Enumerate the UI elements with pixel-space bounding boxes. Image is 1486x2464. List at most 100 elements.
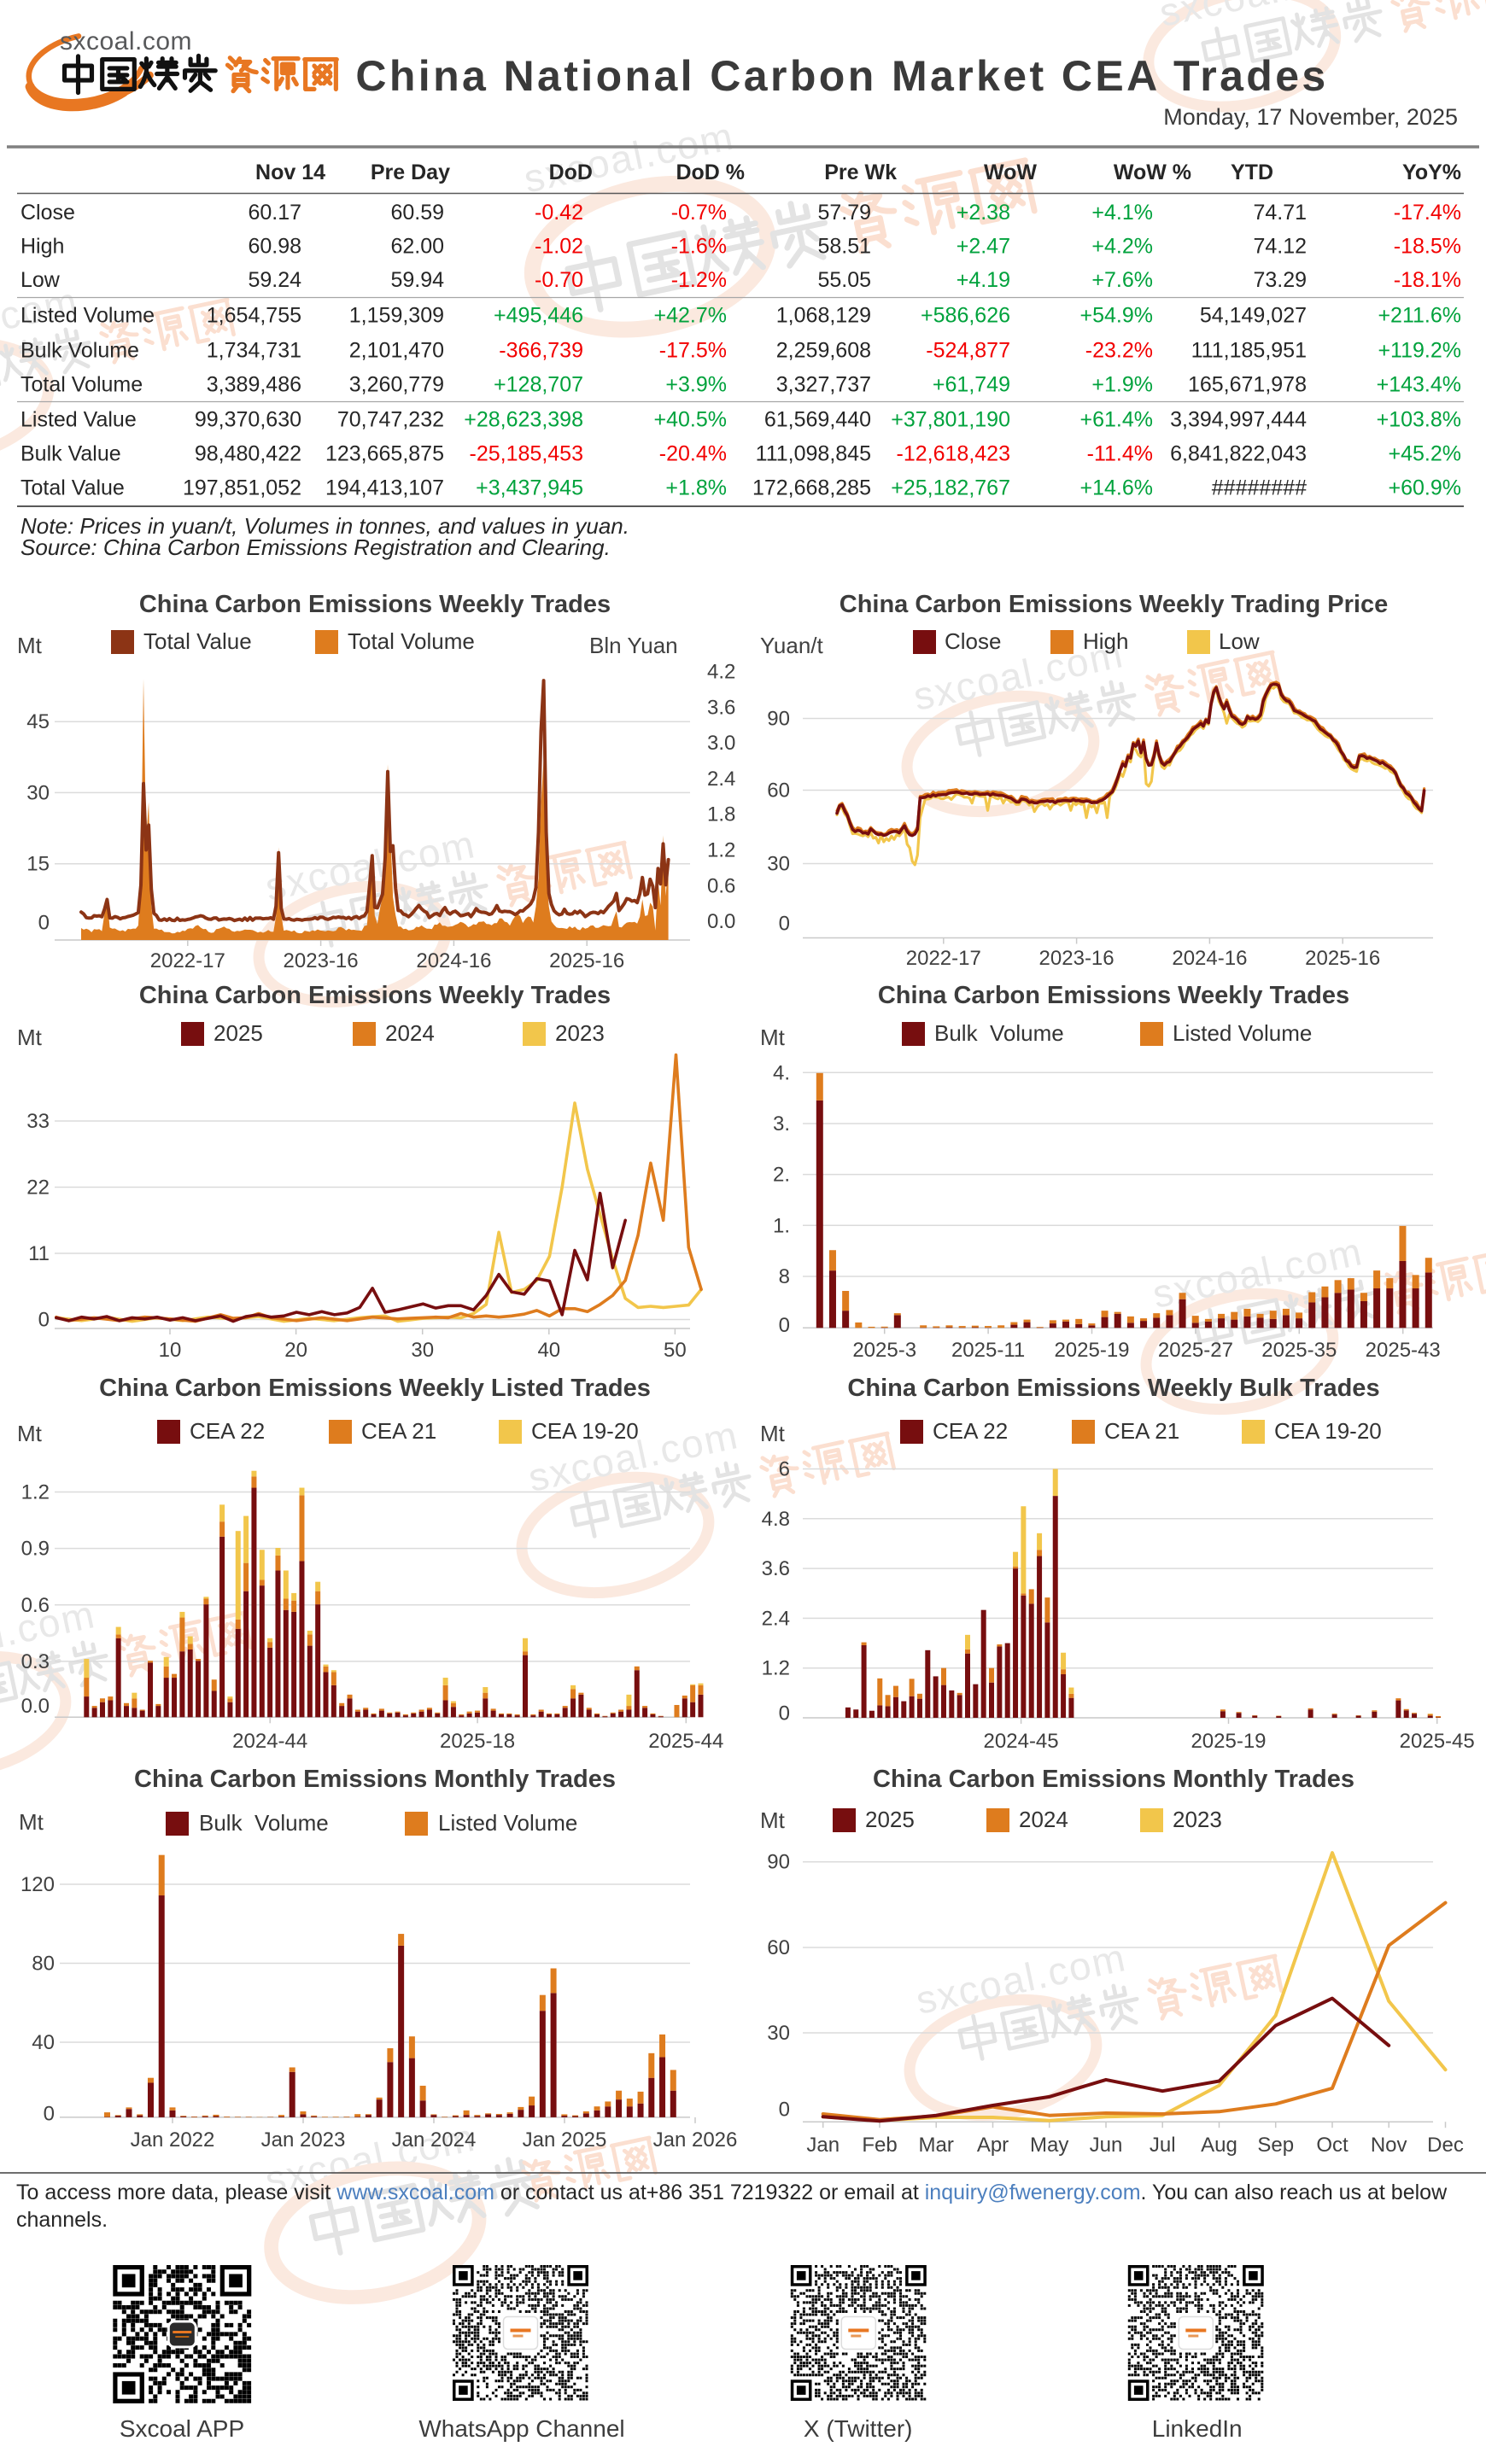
- svg-text:Apr: Apr: [977, 2134, 1009, 2157]
- svg-text:WhatsApp Channel: WhatsApp Channel: [418, 2415, 624, 2442]
- svg-text:WoW %: WoW %: [1114, 161, 1191, 184]
- svg-text:Mt: Mt: [760, 1807, 786, 1833]
- svg-text:1.: 1.: [773, 1214, 790, 1237]
- svg-text:High: High: [1083, 628, 1128, 654]
- svg-text:0.9: 0.9: [21, 1538, 50, 1561]
- svg-text:2024-16: 2024-16: [416, 949, 491, 972]
- svg-text:59.24: 59.24: [248, 268, 301, 292]
- svg-text:1,654,755: 1,654,755: [207, 304, 301, 328]
- svg-text:China Carbon Emissions Weekly: China Carbon Emissions Weekly Listed Tra…: [99, 1375, 651, 1402]
- svg-text:Listed Value: Listed Value: [20, 408, 137, 432]
- svg-text:2024: 2024: [1019, 1807, 1068, 1832]
- svg-text:8: 8: [779, 1265, 790, 1288]
- svg-text:+586,626: +586,626: [921, 304, 1010, 328]
- svg-text:-23.2%: -23.2%: [1085, 339, 1153, 363]
- svg-text:2022-17: 2022-17: [150, 949, 225, 972]
- svg-text:-0.70: -0.70: [535, 268, 583, 292]
- svg-text:90: 90: [767, 1851, 790, 1874]
- svg-text:Bln Yuan: Bln Yuan: [589, 633, 678, 658]
- svg-text:-17.4%: -17.4%: [1394, 201, 1461, 225]
- svg-text:120: 120: [20, 1873, 55, 1896]
- svg-text:Mt: Mt: [760, 1421, 786, 1446]
- svg-text:Mar: Mar: [919, 2134, 954, 2157]
- svg-text:+1.8%: +1.8%: [665, 476, 727, 500]
- svg-text:0: 0: [779, 1314, 790, 1337]
- svg-text:2025-18: 2025-18: [440, 1730, 515, 1753]
- svg-text:CEA 19-20: CEA 19-20: [1274, 1418, 1382, 1444]
- svg-text:+2.38: +2.38: [957, 201, 1010, 225]
- svg-text:Nov: Nov: [1371, 2134, 1407, 2157]
- svg-text:+2.47: +2.47: [957, 235, 1010, 259]
- svg-text:2023: 2023: [1173, 1807, 1222, 1832]
- svg-text:111,098,845: 111,098,845: [756, 442, 871, 466]
- svg-text:High: High: [20, 235, 64, 259]
- svg-text:-25,185,453: -25,185,453: [470, 442, 583, 466]
- svg-text:Jan: Jan: [806, 2134, 840, 2157]
- svg-text:10: 10: [159, 1339, 182, 1362]
- svg-text:+45.2%: +45.2%: [1389, 442, 1462, 466]
- svg-text:111,185,951: 111,185,951: [1191, 339, 1307, 363]
- svg-text:3.6: 3.6: [707, 696, 735, 719]
- svg-text:+1.9%: +1.9%: [1091, 373, 1153, 397]
- svg-text:60: 60: [767, 1936, 790, 1959]
- svg-text:1.2: 1.2: [762, 1657, 790, 1680]
- svg-text:3.6: 3.6: [762, 1557, 790, 1580]
- svg-text:2022-17: 2022-17: [906, 947, 981, 970]
- svg-text:Sep: Sep: [1257, 2134, 1294, 2157]
- svg-text:Note: Prices in yuan/t, Volume: Note: Prices in yuan/t, Volumes in tonne…: [20, 513, 629, 539]
- svg-text:Listed Volume: Listed Volume: [20, 304, 155, 328]
- svg-text:China Carbon Emissions Weekly: China Carbon Emissions Weekly Trades: [139, 982, 611, 1009]
- svg-text:22: 22: [26, 1177, 50, 1200]
- svg-text:1.2: 1.2: [707, 839, 735, 862]
- svg-text:+4.1%: +4.1%: [1091, 201, 1153, 225]
- svg-text:+14.6%: +14.6%: [1080, 476, 1154, 500]
- svg-text:+128,707: +128,707: [494, 373, 583, 397]
- svg-text:Jan 2025: Jan 2025: [523, 2128, 607, 2152]
- svg-text:2024-45: 2024-45: [984, 1730, 1059, 1753]
- svg-text:11: 11: [28, 1242, 50, 1265]
- svg-text:Listed Volume: Listed Volume: [438, 1810, 577, 1836]
- svg-text:45: 45: [26, 710, 50, 733]
- svg-text:2023-16: 2023-16: [284, 949, 359, 972]
- svg-text:2024: 2024: [385, 1020, 435, 1046]
- svg-text:Total Volume: Total Volume: [20, 373, 143, 397]
- svg-text:4.2: 4.2: [707, 661, 735, 684]
- svg-text:Oct: Oct: [1316, 2134, 1349, 2157]
- svg-text:60.59: 60.59: [390, 201, 444, 225]
- svg-text:Feb: Feb: [862, 2134, 897, 2157]
- svg-text:40: 40: [32, 2031, 55, 2054]
- svg-text:2025-11: 2025-11: [951, 1339, 1025, 1362]
- svg-text:Jan 2023: Jan 2023: [261, 2128, 346, 2152]
- svg-text:-0.7%: -0.7%: [671, 201, 727, 225]
- svg-text:54,149,027: 54,149,027: [1200, 304, 1307, 328]
- svg-text:-1.6%: -1.6%: [671, 235, 727, 259]
- svg-text:62.00: 62.00: [390, 235, 444, 259]
- svg-text:+495,446: +495,446: [494, 304, 583, 328]
- svg-text:+4.2%: +4.2%: [1091, 235, 1153, 259]
- svg-text:0: 0: [779, 913, 790, 936]
- svg-text:-11.4%: -11.4%: [1087, 442, 1153, 466]
- svg-text:55.05: 55.05: [817, 268, 871, 292]
- svg-text:165,671,978: 165,671,978: [1188, 373, 1307, 397]
- svg-text:Jan 2026: Jan 2026: [653, 2128, 738, 2152]
- svg-text:-0.42: -0.42: [535, 201, 583, 225]
- svg-text:########: ########: [1212, 476, 1307, 500]
- svg-text:China Carbon Emissions Weekly: China Carbon Emissions Weekly Trading Pr…: [840, 591, 1389, 618]
- svg-text:Sxcoal APP: Sxcoal APP: [120, 2415, 244, 2442]
- svg-text:Jan 2022: Jan 2022: [131, 2128, 215, 2152]
- svg-text:2023: 2023: [555, 1020, 605, 1046]
- svg-text:-1.02: -1.02: [535, 235, 583, 259]
- svg-text:China Carbon Emissions Monthly: China Carbon Emissions Monthly Trades: [873, 1766, 1354, 1793]
- svg-text:Total Value: Total Value: [20, 476, 125, 500]
- svg-text:172,668,285: 172,668,285: [752, 476, 871, 500]
- svg-text:China Carbon Emissions Weekly: China Carbon Emissions Weekly Bulk Trade…: [847, 1375, 1379, 1402]
- svg-text:Total Volume: Total Volume: [348, 628, 475, 654]
- svg-text:Source: China Carbon Emissions: Source: China Carbon Emissions Registrat…: [20, 534, 611, 560]
- svg-text:2025-35: 2025-35: [1261, 1339, 1337, 1362]
- svg-text:6,841,822,043: 6,841,822,043: [1170, 442, 1307, 466]
- svg-text:2025-44: 2025-44: [648, 1730, 723, 1753]
- svg-text:+7.6%: +7.6%: [1091, 268, 1153, 292]
- svg-text:X (Twitter): X (Twitter): [804, 2415, 913, 2442]
- svg-text:2025-19: 2025-19: [1054, 1339, 1129, 1362]
- svg-text:60.98: 60.98: [248, 235, 301, 259]
